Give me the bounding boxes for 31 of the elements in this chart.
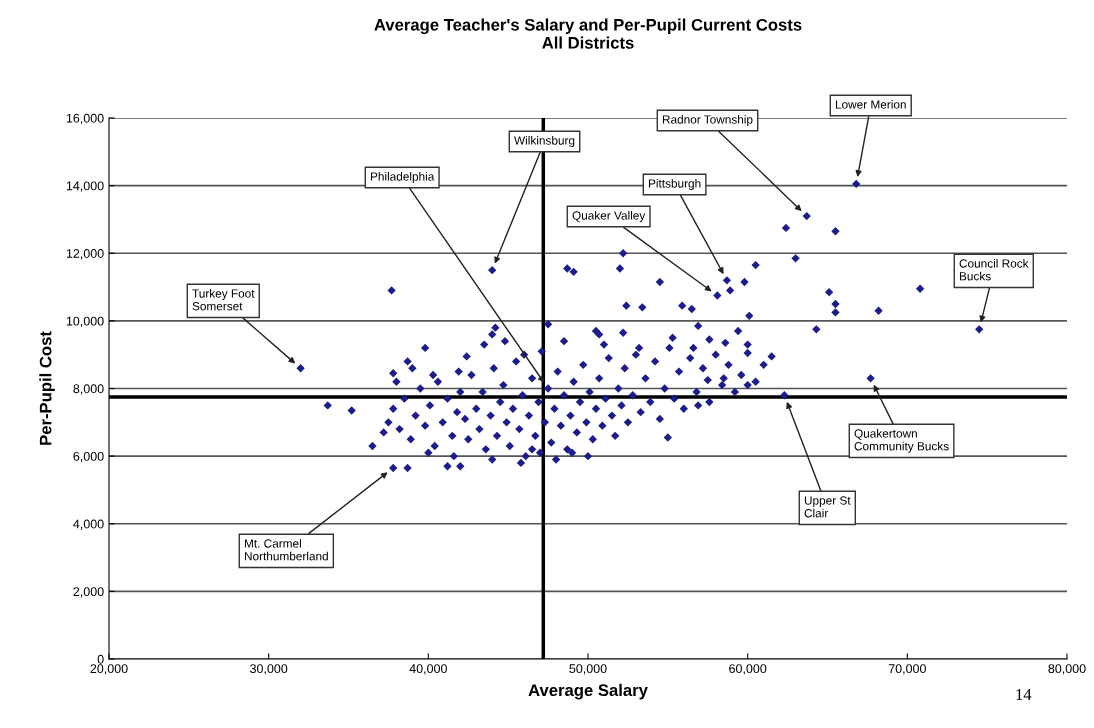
annotation: Pittsburgh [648,179,701,191]
annotation: Quakertown Community Bucks [854,429,949,453]
y-axis-title: Per-Pupil Cost [39,331,55,445]
x-tick-label: 70,000 [888,664,926,675]
x-tick-label: 60,000 [729,664,767,675]
y-tick-label: 16,000 [66,113,104,125]
annotation: Council Rock Bucks [959,259,1029,281]
annotation: Turkey Foot Somerset [192,289,255,311]
annotation: Mt. Carmel Northumberland [244,539,328,561]
x-tick-label: 30,000 [250,664,288,675]
y-tick-label: 2,000 [73,587,104,598]
annotation: Upper St Clair [804,496,851,518]
x-tick-label: 20,000 [90,664,128,675]
y-tick-label: 10,000 [66,316,104,327]
annotation: Lower Merion [835,100,906,109]
y-tick-label: 4,000 [73,519,104,530]
x-axis-title: Average Salary [528,683,648,700]
x-tick-label: 50,000 [569,664,607,675]
y-tick-label: 12,000 [66,249,104,260]
text: 14 [1016,689,1032,700]
chart-title: Average Teacher's Salary and Per-Pupil Current Costs All Districts [374,18,802,49]
annotation: Philadelphia [370,172,435,184]
annotation: Radnor Township [662,115,753,127]
annotation: Wilkinsburg [514,136,575,148]
y-tick-label: 8,000 [73,384,104,395]
y-tick-label: 0 [97,654,104,664]
x-tick-label: 80,000 [1048,664,1086,675]
annotation: Quaker Valley [572,211,646,223]
x-tick-label: 40,000 [409,664,447,675]
y-tick-label: 6,000 [73,451,104,463]
y-tick-label: 14,000 [66,181,104,192]
